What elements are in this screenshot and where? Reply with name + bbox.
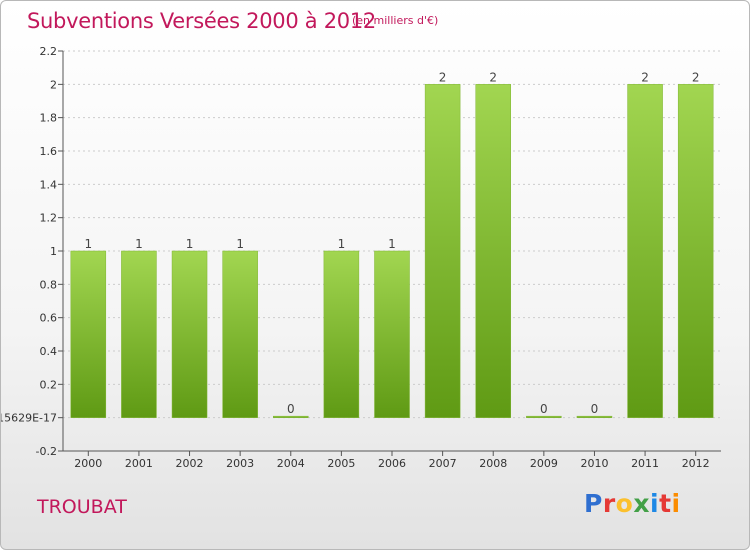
logo-letter-3: x: [633, 489, 650, 518]
commune-name: TROUBAT: [37, 496, 127, 518]
x-tick-label-2011: 2011: [631, 457, 659, 470]
data-label-2004: 0: [287, 402, 295, 416]
x-tick-label-2008: 2008: [479, 457, 507, 470]
x-tick-label-2012: 2012: [682, 457, 710, 470]
data-label-2009: 0: [540, 402, 548, 416]
data-label-2003: 1: [236, 237, 244, 251]
data-label-2005: 1: [338, 237, 346, 251]
data-label-2002: 1: [186, 237, 194, 251]
x-tick-label-2007: 2007: [429, 457, 457, 470]
axes: [58, 50, 721, 456]
bar-2010: [576, 415, 613, 418]
y-tick-label: 0.8: [40, 278, 58, 291]
x-tick-label-2006: 2006: [378, 457, 406, 470]
bar-2007: [424, 84, 461, 418]
x-tick-label-2004: 2004: [277, 457, 305, 470]
y-tick-label: 1: [50, 245, 57, 258]
labels: -0.2 -1.15629E-17 0.2 0.4 0.6 0.8 1 1.2 1.4 1.6 1.…: [1, 45, 710, 470]
y-tick-label: 0.6: [40, 312, 58, 325]
y-tick-label: -1.15629E-17: [1, 412, 57, 425]
logo-letter-5: t: [659, 489, 672, 518]
proxiti-logo: Proxiti: [584, 489, 681, 518]
y-tick-label: 1.4: [40, 178, 58, 191]
x-tick-label-2009: 2009: [530, 457, 558, 470]
x-tick-label-2010: 2010: [580, 457, 608, 470]
x-tick-label-2002: 2002: [176, 457, 204, 470]
bar-2003: [222, 250, 258, 418]
y-tick-label: 1.2: [40, 212, 58, 225]
chart-subtitle: (en milliers d'€): [352, 14, 439, 27]
bar-2001: [121, 250, 157, 418]
bar-2009: [526, 415, 562, 418]
y-tick-label: 1.8: [40, 112, 58, 125]
bar-2011: [627, 84, 663, 418]
x-tick-label-2001: 2001: [125, 457, 153, 470]
logo-letter-0: P: [584, 489, 603, 518]
x-tick-label-2000: 2000: [74, 457, 102, 470]
y-tick-label: 1.6: [40, 145, 58, 158]
bar-2012: [677, 84, 714, 418]
logo-letter-1: r: [602, 489, 616, 518]
bar-2005: [323, 250, 360, 418]
bar-2008: [475, 84, 511, 418]
data-label-2012: 2: [692, 70, 700, 84]
logo-letter-2: o: [615, 489, 634, 518]
data-label-2000: 1: [84, 237, 92, 251]
data-label-2007: 2: [439, 70, 447, 84]
bar-2000: [70, 250, 107, 418]
bars: [70, 84, 714, 418]
x-tick-label-2005: 2005: [327, 457, 355, 470]
bar-2004: [273, 415, 309, 418]
data-label-2010: 0: [591, 402, 599, 416]
data-label-2006: 1: [388, 237, 396, 251]
data-label-2011: 2: [641, 70, 649, 84]
y-tick-label: 0.2: [40, 378, 58, 391]
y-tick-label: 2.2: [40, 45, 58, 58]
y-tick-label: 0.4: [40, 345, 58, 358]
bar-2006: [374, 250, 410, 418]
bar-2002: [171, 250, 208, 418]
logo-letter-4: i: [650, 489, 660, 518]
data-label-2008: 2: [489, 70, 497, 84]
logo-letter-6: i: [671, 489, 681, 518]
chart-title: Subventions Versées 2000 à 2012: [27, 9, 376, 33]
x-tick-label-2003: 2003: [226, 457, 254, 470]
y-tick-label: 2: [50, 78, 57, 91]
y-tick-label: -0.2: [36, 445, 57, 458]
data-label-2001: 1: [135, 237, 143, 251]
